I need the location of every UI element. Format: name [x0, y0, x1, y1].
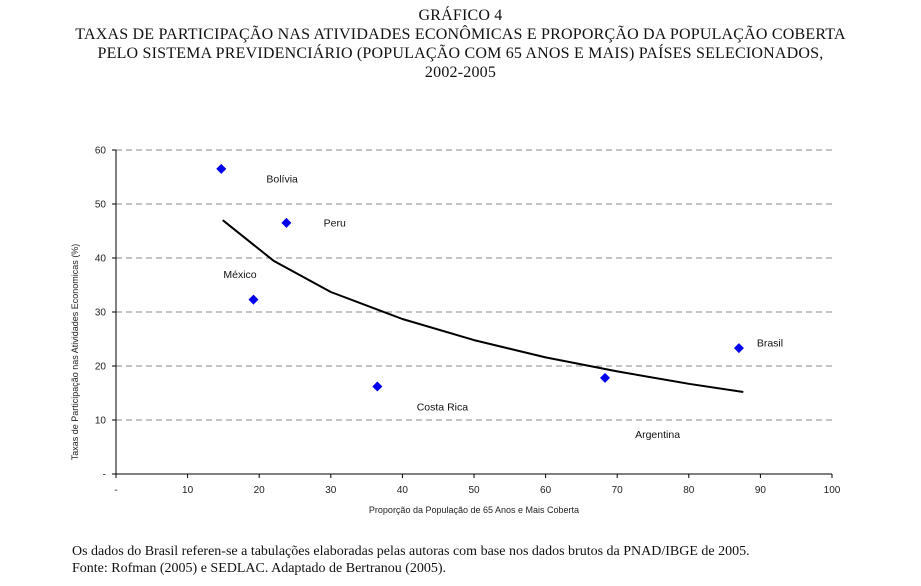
chart-footer: Os dados do Brasil referen-se a tabulaçõ…: [72, 543, 912, 577]
x-tick-label: 80: [683, 485, 695, 496]
y-tick-label: 50: [95, 200, 107, 211]
chart-title-line-1: TAXAS DE PARTICIPAÇÃO NAS ATIVIDADES ECO…: [75, 26, 846, 43]
data-point-bolívia: [216, 163, 227, 174]
y-tick-label: 20: [95, 362, 107, 373]
data-point-argentina: [600, 372, 611, 383]
y-tick-labels: - 10 20 30 40 50 60: [95, 146, 116, 481]
data-points: [216, 163, 744, 392]
point-label-costa-rica: Costa Rica: [417, 401, 469, 413]
chart-title-line-3: 2002-2005: [424, 64, 497, 81]
y-tick-label: 40: [95, 254, 107, 265]
y-tick-label: 10: [95, 416, 107, 427]
axes: [115, 150, 832, 475]
y-tick-label: -: [103, 470, 106, 481]
x-tick-label: 60: [540, 485, 552, 496]
chart-title-block: GRÁFICO 4 TAXAS DE PARTICIPAÇÃO NAS ATIV…: [0, 6, 921, 82]
source-note: Fonte: Rofman (2005) e SEDLAC. Adaptado …: [72, 561, 447, 576]
data-point-brasil: [733, 343, 744, 354]
chart-title-line-2: PELO SISTEMA PREVIDENCIÁRIO (POPULAÇÃO C…: [97, 45, 824, 62]
y-tick-label: 30: [95, 308, 107, 319]
data-point-costa-rica: [372, 381, 383, 392]
data-point-peru: [281, 217, 292, 228]
x-tick-label: 50: [468, 485, 480, 496]
x-tick-label: 90: [755, 485, 767, 496]
x-tick-labels: - 10 20 30 40 50 60 70 80 90 100: [114, 474, 841, 496]
point-label-brasil: Brasil: [757, 338, 783, 350]
scatter-chart: - 10 20 30 40 50 60 - 10 20 30 40 50 60 70 80 90 100 Bol…: [70, 146, 841, 516]
point-labels: Bolívia Peru México Costa Rica Argentina Bras…: [223, 173, 783, 440]
y-tick-label: 60: [95, 146, 107, 157]
trendline-curve: [222, 219, 744, 393]
point-label-peru: Peru: [324, 218, 346, 230]
data-point-méxico: [248, 294, 259, 305]
trendline: [222, 219, 744, 393]
x-tick-label: 10: [182, 485, 194, 496]
x-tick-label: 40: [397, 485, 409, 496]
gridlines: [116, 149, 832, 421]
point-label-argentina: Argentina: [635, 429, 680, 441]
x-tick-label: -: [114, 485, 117, 496]
x-axis-title: Proporção da População de 65 Anos e Mais…: [369, 505, 579, 515]
x-tick-label: 30: [325, 485, 337, 496]
x-tick-label: 20: [254, 485, 266, 496]
figure-label: GRÁFICO 4: [418, 7, 503, 24]
x-tick-label: 70: [612, 485, 624, 496]
point-label-méxico: México: [223, 269, 256, 281]
x-tick-label: 100: [824, 485, 841, 496]
y-axis-title: Taxas de Participação nas Atividades Eco…: [70, 244, 80, 461]
point-label-bolívia: Bolívia: [266, 173, 298, 185]
footnote: Os dados do Brasil referen-se a tabulaçõ…: [72, 544, 750, 559]
